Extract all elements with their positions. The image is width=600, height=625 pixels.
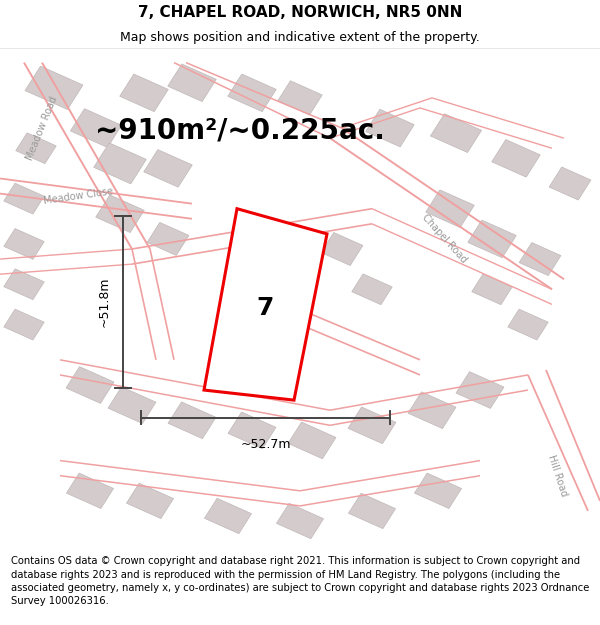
Bar: [25, 66, 83, 109]
Bar: [468, 220, 516, 258]
Bar: [4, 309, 44, 340]
Bar: [94, 143, 146, 184]
Text: Chapel Road: Chapel Road: [419, 213, 469, 265]
Bar: [66, 367, 114, 403]
Bar: [168, 64, 216, 102]
Text: Contains OS data © Crown copyright and database right 2021. This information is : Contains OS data © Crown copyright and d…: [11, 556, 589, 606]
Bar: [321, 232, 363, 266]
Bar: [96, 195, 144, 232]
Bar: [4, 183, 44, 214]
Bar: [352, 274, 392, 305]
Bar: [288, 422, 336, 459]
Polygon shape: [204, 209, 327, 400]
Bar: [415, 473, 461, 509]
Text: Hill Road: Hill Road: [547, 454, 569, 498]
Bar: [242, 297, 274, 322]
Bar: [108, 387, 156, 424]
Text: ~52.7m: ~52.7m: [240, 438, 291, 451]
Bar: [549, 167, 591, 200]
Bar: [4, 229, 44, 259]
Bar: [348, 407, 396, 444]
Bar: [4, 269, 44, 299]
Bar: [16, 133, 56, 164]
Bar: [366, 109, 414, 147]
Bar: [120, 74, 168, 112]
Bar: [127, 483, 173, 519]
Bar: [472, 274, 512, 305]
Bar: [227, 254, 265, 284]
Bar: [492, 139, 540, 177]
Bar: [426, 190, 474, 228]
Bar: [456, 372, 504, 408]
Text: Map shows position and indicative extent of the property.: Map shows position and indicative extent…: [120, 31, 480, 44]
Bar: [168, 402, 216, 439]
Bar: [278, 81, 322, 115]
Bar: [408, 392, 456, 429]
Bar: [349, 493, 395, 529]
Bar: [67, 473, 113, 509]
Text: ~910m²/~0.225ac.: ~910m²/~0.225ac.: [95, 117, 385, 144]
Text: 7: 7: [257, 296, 274, 320]
Bar: [228, 412, 276, 449]
Bar: [430, 114, 482, 152]
Text: Meadow Close: Meadow Close: [43, 186, 113, 206]
Bar: [205, 498, 251, 534]
Text: Meadow Road: Meadow Road: [25, 94, 59, 161]
Text: ~51.8m: ~51.8m: [98, 277, 111, 327]
Bar: [70, 109, 122, 148]
Bar: [144, 149, 192, 188]
Bar: [508, 309, 548, 340]
Bar: [277, 503, 323, 539]
Bar: [519, 242, 561, 276]
Bar: [147, 222, 189, 256]
Text: 7, CHAPEL ROAD, NORWICH, NR5 0NN: 7, CHAPEL ROAD, NORWICH, NR5 0NN: [138, 5, 462, 20]
Bar: [228, 74, 276, 112]
